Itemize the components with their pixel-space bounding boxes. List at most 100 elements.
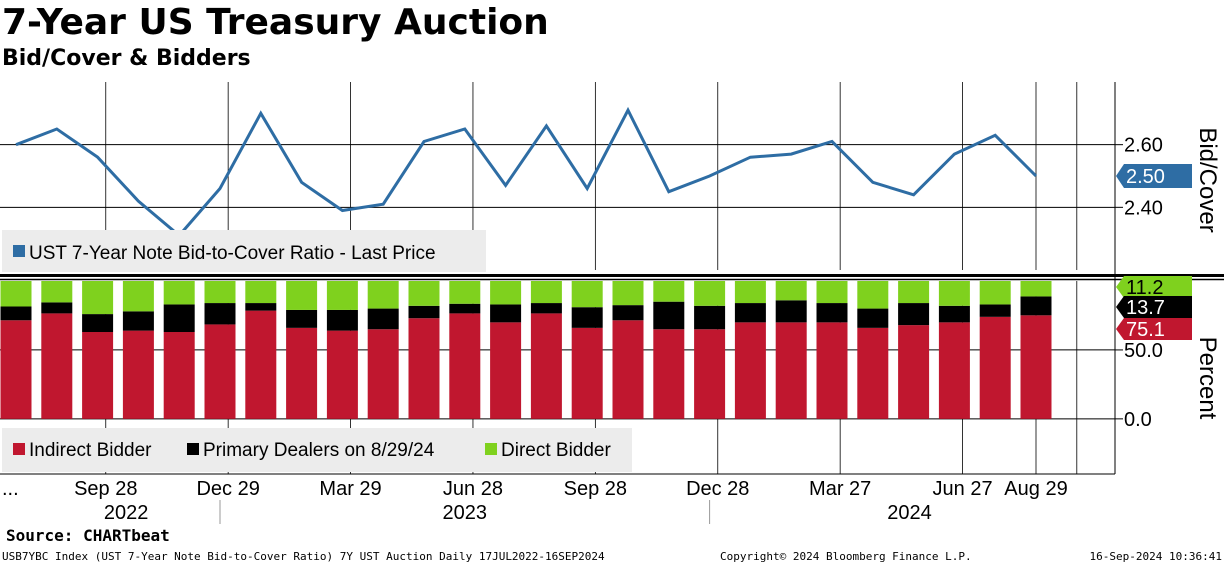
bar-primary-7 — [286, 309, 318, 328]
legend-bidcover: UST 7-Year Note Bid-to-Cover Ratio - Las… — [2, 230, 486, 272]
x-tick-label-6: Dec 28 — [686, 478, 749, 500]
legend-bidcover-bg — [2, 230, 486, 272]
bar-direct-8 — [326, 281, 358, 310]
bar-indirect-6 — [245, 310, 277, 419]
ytick-label-bidcover-1: 2.60 — [1124, 135, 1163, 157]
last-value-label-primary: 13.7 — [1126, 297, 1165, 319]
last-value-tag-bidcover — [1116, 164, 1192, 188]
bar-direct-16 — [653, 281, 685, 302]
legend-swatch-indirect — [13, 443, 25, 455]
bar-primary-20 — [816, 303, 848, 323]
bar-indirect-24 — [979, 316, 1011, 419]
bar-indirect-4 — [163, 332, 195, 419]
bid-to-cover-points — [15, 110, 1037, 236]
bar-indirect-16 — [653, 329, 685, 419]
bar-primary-25 — [1020, 296, 1052, 316]
bar-indirect-5 — [204, 324, 236, 419]
x-tick-label-8: Jun 27 — [933, 478, 993, 500]
timestamp-footer: 16-Sep-2024 10:36:41 — [1089, 550, 1222, 563]
last-value-label-indirect: 75.1 — [1126, 319, 1165, 341]
bar-indirect-11 — [449, 313, 481, 419]
bar-direct-25 — [1020, 281, 1052, 297]
bar-indirect-19 — [775, 322, 807, 419]
bar-primary-21 — [857, 308, 889, 328]
bar-primary-13 — [530, 303, 562, 314]
ytick-label-percent-0: 0.0 — [1124, 409, 1152, 431]
bar-primary-18 — [734, 303, 766, 323]
x-tick-label-4: Jun 28 — [443, 478, 503, 500]
bar-primary-11 — [449, 303, 481, 314]
bar-primary-16 — [653, 301, 685, 330]
legend-label-indirect: Indirect Bidder — [29, 440, 152, 461]
bar-series — [0, 281, 1052, 419]
bar-indirect-8 — [326, 330, 358, 419]
last-value-label-direct: 11.2 — [1126, 277, 1163, 299]
bar-indirect-0 — [0, 320, 32, 419]
legend-label-direct: Direct Bidder — [501, 440, 611, 461]
legend-bidcover-label: UST 7-Year Note Bid-to-Cover Ratio - Las… — [29, 243, 436, 264]
legend-bidcover-swatch — [13, 245, 25, 257]
bar-indirect-14 — [571, 327, 603, 419]
bar-indirect-7 — [286, 327, 318, 419]
bar-direct-0 — [0, 281, 32, 307]
bar-indirect-1 — [41, 313, 73, 419]
bar-primary-5 — [204, 303, 236, 325]
bar-primary-23 — [938, 305, 970, 323]
bid-to-cover-line — [15, 106, 1038, 238]
x-year-label-1: 2023 — [443, 502, 488, 524]
x-year-label-0: 2022 — [104, 502, 149, 524]
bar-primary-3 — [122, 311, 154, 331]
bar-direct-23 — [938, 281, 970, 306]
bar-primary-24 — [979, 304, 1011, 317]
bar-direct-9 — [367, 281, 399, 309]
bar-indirect-9 — [367, 329, 399, 419]
bar-indirect-21 — [857, 327, 889, 419]
bar-indirect-23 — [938, 322, 970, 419]
bar-indirect-12 — [490, 322, 522, 419]
bar-indirect-18 — [734, 322, 766, 419]
bar-indirect-10 — [408, 318, 440, 419]
x-year-label-2: 2024 — [887, 502, 932, 524]
bar-indirect-25 — [1020, 315, 1052, 419]
ytick-label-percent-1: 50.0 — [1124, 340, 1163, 362]
bar-primary-1 — [41, 302, 73, 314]
bar-indirect-17 — [694, 329, 726, 419]
bar-indirect-3 — [122, 330, 154, 419]
legend-swatch-primary — [187, 443, 199, 455]
bar-direct-13 — [530, 281, 562, 304]
bar-direct-1 — [41, 281, 73, 303]
bar-direct-18 — [734, 281, 766, 304]
bar-indirect-15 — [612, 320, 644, 419]
bar-direct-17 — [694, 281, 726, 306]
last-value-label-bidcover: 2.50 — [1126, 166, 1165, 188]
bar-primary-17 — [694, 305, 726, 330]
bar-direct-4 — [163, 281, 195, 305]
chart-subtitle: Bid/Cover & Bidders — [2, 46, 251, 71]
bar-direct-14 — [571, 281, 603, 308]
legend-bidders: Indirect Bidder Primary Dealers on 8/29/2… — [2, 428, 632, 472]
bar-primary-6 — [245, 303, 277, 311]
last-value-tag-indirect — [1116, 318, 1192, 340]
chart-title: 7-Year US Treasury Auction — [2, 2, 549, 43]
x-tick-label-5: Sep 28 — [564, 478, 627, 500]
bar-indirect-20 — [816, 322, 848, 419]
bar-primary-4 — [163, 304, 195, 333]
x-tick-label-0: ... — [2, 478, 19, 500]
bar-primary-14 — [571, 307, 603, 328]
ticker-footer: USB7YBC Index (UST 7-Year Note Bid-to-Co… — [2, 550, 605, 563]
copyright-footer: Copyright© 2024 Bloomberg Finance L.P. — [720, 550, 972, 563]
bar-direct-22 — [898, 281, 930, 304]
x-tick-label-1: Sep 28 — [74, 478, 137, 500]
bar-primary-12 — [490, 304, 522, 323]
bar-direct-15 — [612, 281, 644, 306]
ytick-label-bidcover-0: 2.40 — [1124, 197, 1163, 219]
bar-direct-2 — [82, 281, 114, 315]
bar-primary-15 — [612, 305, 644, 321]
bar-primary-2 — [82, 314, 114, 333]
legend-label-primary: Primary Dealers on 8/29/24 — [203, 440, 435, 461]
bar-direct-24 — [979, 281, 1011, 305]
bar-direct-10 — [408, 281, 440, 306]
bar-direct-21 — [857, 281, 889, 309]
bar-indirect-2 — [82, 332, 114, 419]
y-axis-title-bidcover: Bid/Cover — [1194, 127, 1221, 232]
